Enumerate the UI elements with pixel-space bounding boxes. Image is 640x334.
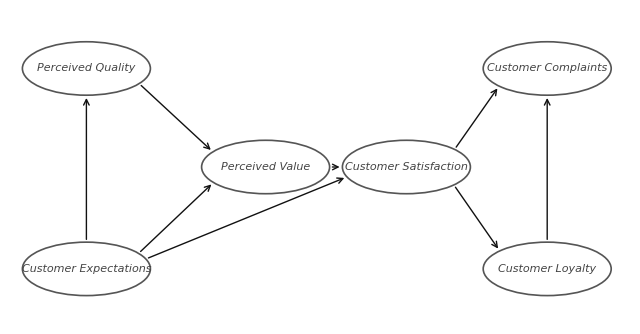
Ellipse shape: [483, 42, 611, 95]
Text: Perceived Value: Perceived Value: [221, 162, 310, 172]
Text: Customer Expectations: Customer Expectations: [22, 264, 151, 274]
Ellipse shape: [22, 242, 150, 296]
Ellipse shape: [483, 242, 611, 296]
Text: Customer Complaints: Customer Complaints: [487, 63, 607, 73]
Ellipse shape: [202, 140, 330, 194]
Text: Perceived Quality: Perceived Quality: [37, 63, 136, 73]
Text: Customer Loyalty: Customer Loyalty: [498, 264, 596, 274]
Text: Customer Satisfaction: Customer Satisfaction: [345, 162, 468, 172]
Ellipse shape: [342, 140, 470, 194]
Ellipse shape: [22, 42, 150, 95]
